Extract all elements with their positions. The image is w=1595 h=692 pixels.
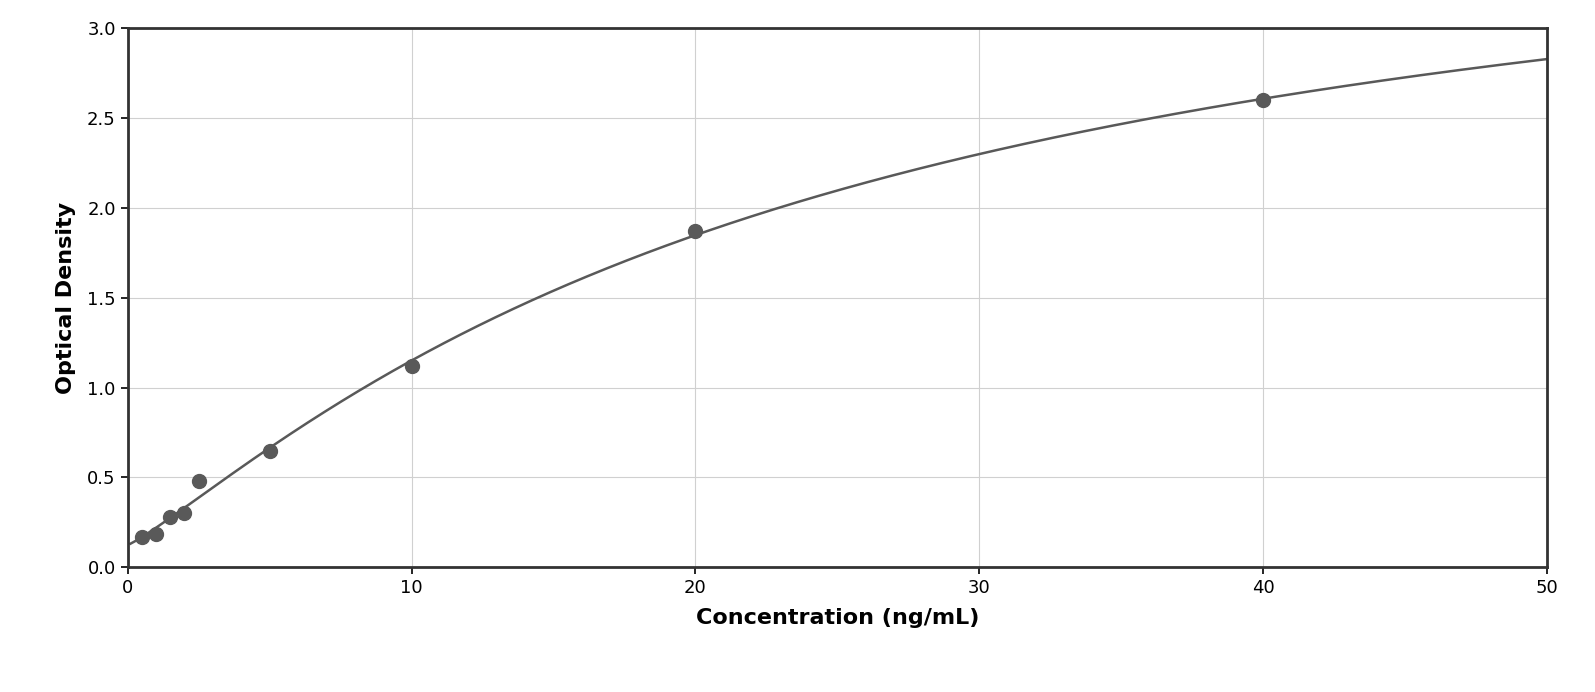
Y-axis label: Optical Density: Optical Density [56,201,77,394]
X-axis label: Concentration (ng/mL): Concentration (ng/mL) [695,608,979,628]
Point [129,531,155,543]
Point [144,529,169,540]
Point [185,475,211,486]
Point [1250,94,1276,105]
Point [683,226,708,237]
Point [172,508,198,519]
Point [257,446,282,457]
Point [399,361,424,372]
Point [158,511,183,522]
